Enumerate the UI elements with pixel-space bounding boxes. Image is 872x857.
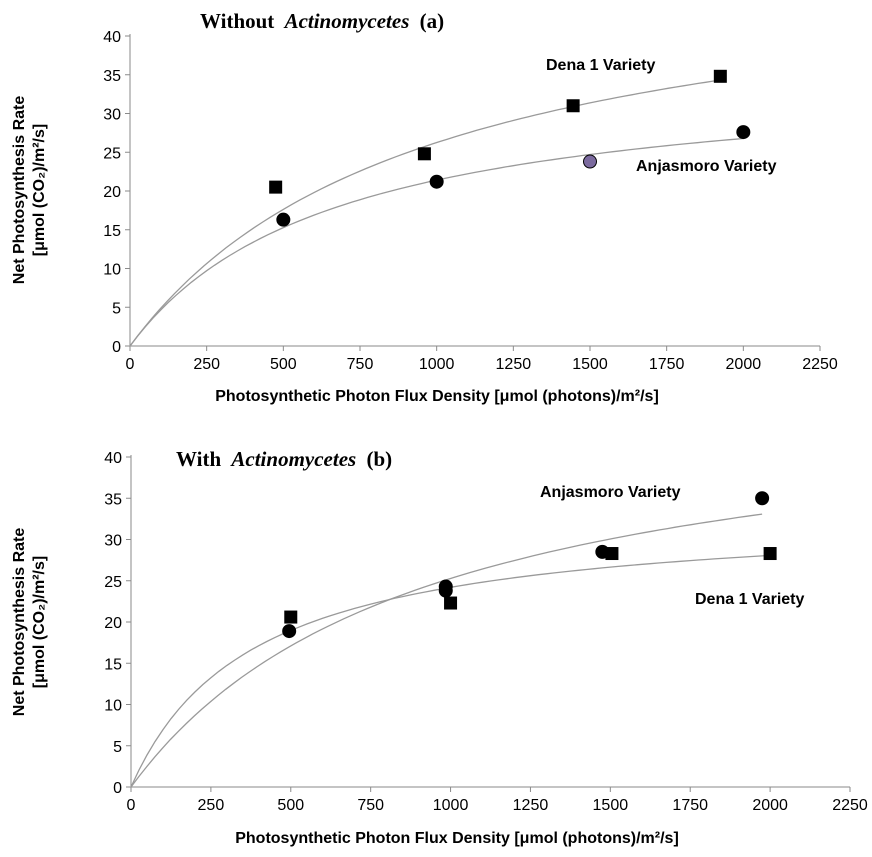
panel-b-title: With Actinomycetes (b) bbox=[176, 447, 392, 471]
fit-curve-anjasmoro bbox=[130, 513, 763, 788]
data-point-dena bbox=[763, 547, 777, 561]
panel-a-markers bbox=[269, 69, 751, 227]
y-tick-label: 25 bbox=[104, 574, 122, 591]
x-tick-label: 1250 bbox=[496, 356, 532, 373]
x-tick-label: 500 bbox=[277, 797, 304, 814]
x-tick-label: 1500 bbox=[572, 356, 608, 373]
y-tick-label: 35 bbox=[104, 491, 122, 508]
panel-a-y-axis-label-line2: [μmol (CO₂)/m²/s] bbox=[31, 124, 48, 256]
panel-a-x-axis-label: Photosynthetic Photon Flux Density [μmol… bbox=[215, 388, 659, 405]
x-tick-label: 1250 bbox=[513, 797, 549, 814]
data-point-dena bbox=[605, 547, 619, 561]
data-point-anjasmoro bbox=[736, 125, 751, 140]
x-tick-label: 500 bbox=[270, 356, 297, 373]
panel-a-series-label-dena: Dena 1 Variety bbox=[546, 57, 656, 74]
fit-curve-dena bbox=[129, 79, 721, 347]
panel-b: With Actinomycetes (b) 05101520253035400… bbox=[11, 447, 868, 847]
y-tick-label: 10 bbox=[104, 698, 122, 715]
panel-b-x-axis-label: Photosynthetic Photon Flux Density [μmol… bbox=[235, 830, 679, 847]
panel-a-y-axis-label-line1: Net Photosynthesis Rate bbox=[11, 96, 28, 285]
x-tick-label: 2250 bbox=[802, 356, 838, 373]
panel-a-title: Without Actinomycetes (a) bbox=[200, 9, 444, 33]
panel-a-title-suffix: (a) bbox=[420, 9, 445, 33]
y-tick-label: 5 bbox=[112, 300, 121, 317]
data-point-dena bbox=[284, 610, 298, 624]
x-tick-label: 250 bbox=[193, 356, 220, 373]
y-tick-label: 0 bbox=[113, 780, 122, 797]
panel-a-series-label-anjasmoro: Anjasmoro Variety bbox=[636, 158, 777, 175]
panel-a: Without Actinomycetes (a) 0 5 10 15 20 25 30 35… bbox=[11, 9, 838, 405]
x-tick-label: 750 bbox=[347, 356, 374, 373]
x-tick-label: 1500 bbox=[593, 797, 629, 814]
x-tick-label: 2000 bbox=[726, 356, 762, 373]
y-tick-label: 0 bbox=[112, 339, 121, 356]
panel-b-y-axis-label-line2: [μmol (CO₂)/m²/s] bbox=[31, 556, 48, 688]
data-point-dena bbox=[417, 147, 431, 161]
data-point-anjasmoro bbox=[429, 174, 444, 189]
panel-a-title-italic: Actinomycetes bbox=[283, 9, 410, 33]
panel-b-tick-labels: 0 5 10 15 20 25 30 35 40 0 250 500 750 1000 1250 1500 17… bbox=[104, 450, 868, 814]
x-tick-label: 1750 bbox=[649, 356, 685, 373]
panel-b-series-label-anjasmoro: Anjasmoro Variety bbox=[540, 484, 681, 501]
data-point-dena bbox=[713, 69, 727, 83]
data-point-anjasmoro bbox=[755, 491, 770, 506]
panel-b-title-plain: With bbox=[176, 447, 221, 471]
panel-a-title-plain: Without bbox=[200, 9, 274, 33]
x-tick-label: 750 bbox=[357, 797, 384, 814]
data-point-anjasmoro bbox=[438, 583, 453, 598]
y-tick-label: 15 bbox=[103, 223, 121, 240]
y-tick-label: 5 bbox=[113, 739, 122, 756]
data-point-anjasmoro bbox=[282, 624, 297, 639]
y-tick-label: 10 bbox=[103, 262, 121, 279]
data-point-dena bbox=[269, 180, 283, 194]
y-tick-label: 15 bbox=[104, 656, 122, 673]
panel-b-title-italic: Actinomycetes bbox=[229, 447, 356, 471]
x-tick-label: 2000 bbox=[752, 797, 788, 814]
y-tick-label: 20 bbox=[103, 184, 121, 201]
y-tick-label: 25 bbox=[103, 145, 121, 162]
panel-b-series-label-dena: Dena 1 Variety bbox=[695, 591, 805, 608]
data-point-anjasmoro bbox=[583, 154, 597, 169]
x-tick-label: 1000 bbox=[433, 797, 469, 814]
panel-a-axes bbox=[125, 34, 821, 351]
y-tick-label: 35 bbox=[103, 68, 121, 85]
panel-b-fit-curves bbox=[130, 513, 771, 788]
y-tick-label: 20 bbox=[104, 615, 122, 632]
panel-b-title-suffix: (b) bbox=[366, 447, 392, 471]
x-tick-label: 2250 bbox=[832, 797, 868, 814]
panel-b-y-axis-label-line1: Net Photosynthesis Rate bbox=[11, 528, 28, 717]
y-tick-label: 40 bbox=[103, 29, 121, 46]
panel-b-axes bbox=[126, 455, 851, 792]
data-point-dena bbox=[444, 596, 458, 610]
y-tick-label: 30 bbox=[103, 107, 121, 124]
y-tick-label: 30 bbox=[104, 533, 122, 550]
panel-a-tick-labels: 0 5 10 15 20 25 30 35 40 0 250 500 750 1000 1250 1500 17… bbox=[103, 29, 838, 373]
x-tick-label: 0 bbox=[127, 797, 136, 814]
x-tick-label: 1750 bbox=[672, 797, 708, 814]
y-tick-label: 40 bbox=[104, 450, 122, 467]
panel-b-markers bbox=[282, 491, 777, 639]
data-point-anjasmoro bbox=[276, 212, 291, 227]
data-point-dena bbox=[566, 99, 580, 113]
panel-a-fit-curves bbox=[129, 79, 744, 347]
x-tick-label: 1000 bbox=[419, 356, 455, 373]
x-tick-label: 250 bbox=[198, 797, 225, 814]
x-tick-label: 0 bbox=[126, 356, 135, 373]
